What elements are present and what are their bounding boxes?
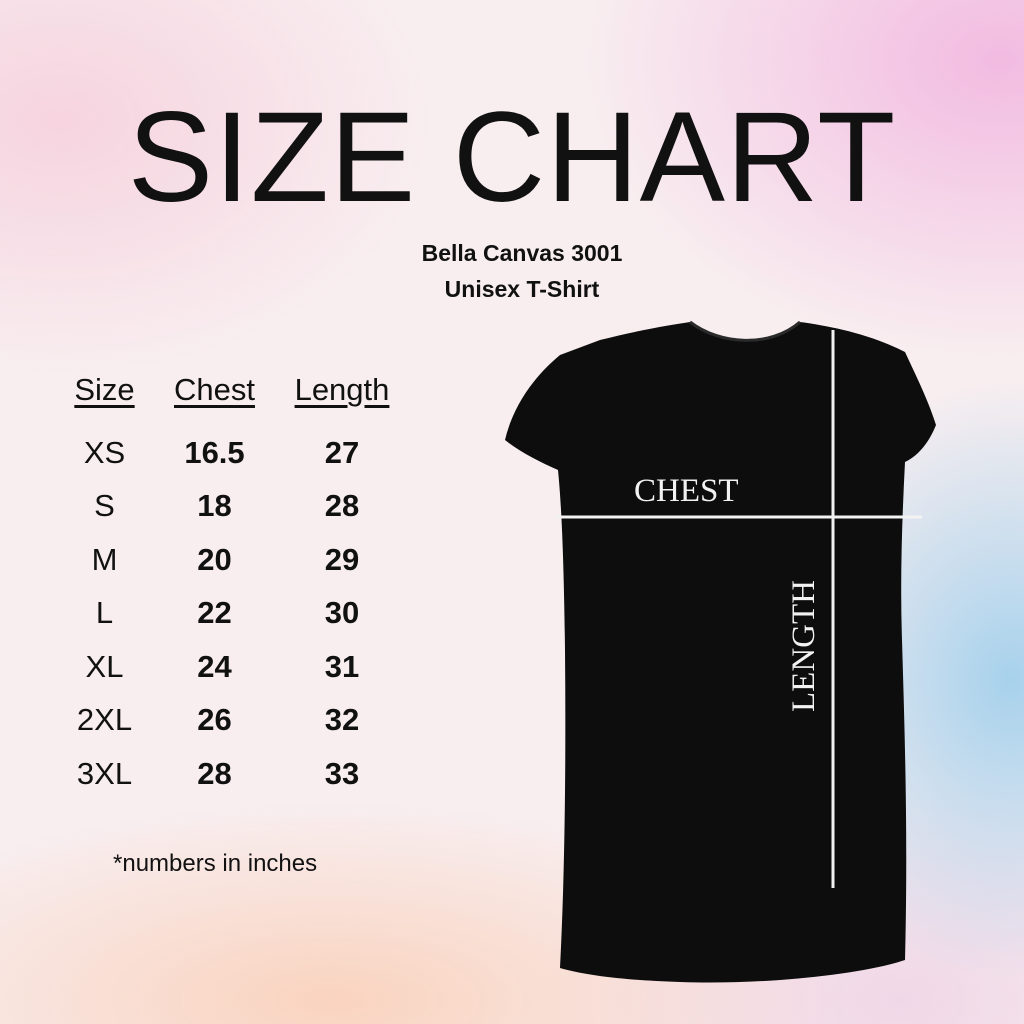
chest-cell: 18 bbox=[197, 488, 232, 524]
table-row: XS 16.5 27 bbox=[52, 426, 412, 480]
length-cell: 33 bbox=[324, 755, 360, 791]
table-row: XL 24 31 bbox=[52, 640, 412, 694]
header-size: Size bbox=[74, 372, 135, 407]
header-chest: Chest bbox=[174, 372, 255, 407]
collar bbox=[689, 320, 801, 342]
product-name: Bella Canvas 3001 bbox=[421, 240, 623, 266]
chest-label: CHEST bbox=[634, 473, 739, 509]
product-type: Unisex T-Shirt bbox=[444, 276, 600, 302]
chest-cell: 16.5 bbox=[184, 434, 245, 470]
chest-cell: 28 bbox=[197, 755, 232, 791]
chest-cell: 24 bbox=[197, 648, 232, 684]
tshirt-shape bbox=[505, 322, 936, 983]
chest-cell: 22 bbox=[197, 595, 232, 631]
table-row: 2XL 26 32 bbox=[52, 694, 412, 748]
table-row: 3XL 28 33 bbox=[52, 747, 412, 801]
table-row: L 22 30 bbox=[52, 587, 412, 641]
page-title: SIZE CHART bbox=[127, 86, 897, 229]
size-cell: 2XL bbox=[76, 702, 133, 738]
chest-cell: 20 bbox=[197, 541, 232, 577]
size-cell: 3XL bbox=[76, 755, 133, 791]
length-cell: 31 bbox=[324, 648, 360, 684]
chest-cell: 26 bbox=[197, 702, 232, 738]
size-cell: L bbox=[95, 595, 114, 631]
length-label: LENGTH bbox=[786, 580, 822, 712]
table-row: S 18 28 bbox=[52, 480, 412, 534]
size-cell: S bbox=[94, 488, 115, 524]
header-length: Length bbox=[294, 372, 390, 407]
size-table: Size Chest Length XS 16.5 27 S 18 28 M 20 29 L 22 3… bbox=[52, 372, 412, 801]
length-cell: 29 bbox=[324, 541, 360, 577]
units-note: *numbers in inches bbox=[113, 850, 318, 877]
length-cell: 32 bbox=[324, 702, 360, 738]
table-header: Size Chest Length bbox=[52, 372, 412, 426]
table-row: M 20 29 bbox=[52, 533, 412, 587]
length-cell: 30 bbox=[324, 595, 360, 631]
size-cell: XS bbox=[83, 434, 126, 470]
size-cell: M bbox=[91, 541, 118, 577]
size-cell: XL bbox=[85, 648, 124, 684]
length-cell: 27 bbox=[324, 434, 360, 470]
length-cell: 28 bbox=[324, 488, 360, 524]
